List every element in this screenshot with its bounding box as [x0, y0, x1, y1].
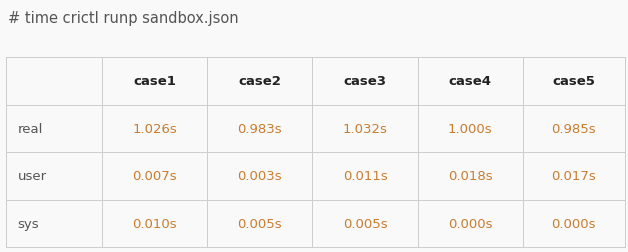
Text: 0.010s: 0.010s — [133, 217, 177, 230]
Text: 0.003s: 0.003s — [237, 170, 282, 182]
Text: 0.005s: 0.005s — [237, 217, 282, 230]
Text: 0.985s: 0.985s — [551, 122, 596, 135]
Text: 1.032s: 1.032s — [343, 122, 387, 135]
Text: real: real — [18, 122, 43, 135]
Text: # time crictl runp sandbox.json: # time crictl runp sandbox.json — [8, 11, 238, 26]
Text: user: user — [18, 170, 46, 182]
Text: sys: sys — [18, 217, 39, 230]
Text: case1: case1 — [133, 75, 176, 88]
Text: 0.983s: 0.983s — [237, 122, 282, 135]
Text: 0.005s: 0.005s — [343, 217, 387, 230]
Text: 0.000s: 0.000s — [448, 217, 492, 230]
Text: case2: case2 — [239, 75, 281, 88]
Text: 0.007s: 0.007s — [133, 170, 177, 182]
Text: 0.011s: 0.011s — [343, 170, 387, 182]
Text: 1.026s: 1.026s — [133, 122, 177, 135]
Text: 0.017s: 0.017s — [551, 170, 596, 182]
Text: 0.000s: 0.000s — [551, 217, 596, 230]
Text: 1.000s: 1.000s — [448, 122, 492, 135]
Text: case5: case5 — [553, 75, 595, 88]
Text: case4: case4 — [449, 75, 492, 88]
Text: 0.018s: 0.018s — [448, 170, 492, 182]
Text: case3: case3 — [344, 75, 387, 88]
